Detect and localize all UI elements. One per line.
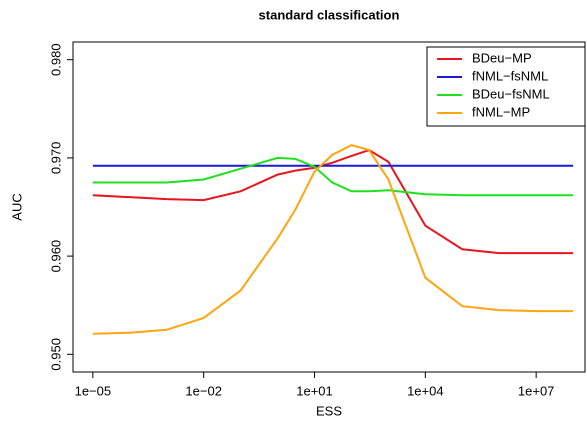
y-tick-label: 0.950 (48, 338, 63, 371)
series-line (92, 144, 574, 335)
legend-box (426, 46, 586, 127)
x-axis-label: ESS (316, 403, 342, 418)
chart-title: standard classification (259, 7, 400, 22)
x-tick-label: 1e+07 (518, 383, 555, 398)
y-axis-label: AUC (9, 193, 24, 220)
legend-label: fNML−fsNML (472, 68, 548, 83)
x-tick-label: 1e−02 (185, 383, 222, 398)
legend-label: BDeu−fsNML (472, 86, 550, 101)
legend-label: BDeu−MP (472, 50, 532, 65)
legend-label: fNML−MP (472, 104, 530, 119)
y-tick-label: 0.960 (48, 240, 63, 273)
series-line (92, 156, 574, 197)
y-tick-label: 0.980 (48, 43, 63, 76)
y-tick-label: 0.970 (48, 142, 63, 175)
plot-frame (72, 41, 586, 373)
x-tick-label: 1e+01 (296, 383, 333, 398)
series-line (92, 148, 574, 255)
x-tick-label: 1e+04 (407, 383, 444, 398)
x-tick-label: 1e−05 (75, 383, 112, 398)
